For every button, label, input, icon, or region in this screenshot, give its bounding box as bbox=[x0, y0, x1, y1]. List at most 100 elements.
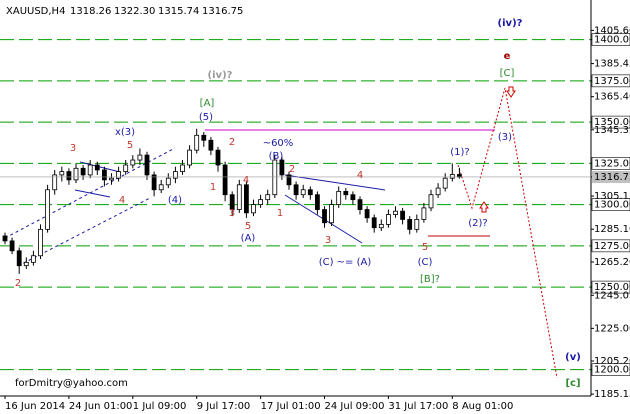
wave-label: 5 bbox=[245, 221, 251, 232]
candle-body bbox=[137, 154, 143, 161]
candle-body bbox=[16, 250, 22, 267]
x-tick-label: 9 Jul 17:00 bbox=[197, 401, 251, 412]
trend-line bbox=[79, 161, 121, 173]
candle-body bbox=[329, 204, 335, 224]
candle-body bbox=[456, 174, 462, 178]
candle-body bbox=[229, 194, 235, 210]
candle-body bbox=[80, 167, 86, 176]
candle-body bbox=[286, 174, 292, 186]
candle-body bbox=[187, 149, 193, 166]
wave-label: (2)? bbox=[468, 218, 487, 229]
candle-body bbox=[172, 171, 178, 179]
candle-body bbox=[414, 219, 420, 230]
wave-label: 1 bbox=[277, 208, 283, 219]
y-tick-label: 1275.00 bbox=[594, 241, 630, 252]
candle-body bbox=[123, 164, 129, 172]
ohlc-value: 1315.74 bbox=[158, 6, 199, 17]
candle-body bbox=[201, 134, 207, 141]
level-box bbox=[591, 157, 630, 170]
candles bbox=[2, 128, 462, 274]
wave-label: (iv)? bbox=[498, 18, 523, 29]
candle-body bbox=[407, 219, 413, 230]
level-box bbox=[591, 115, 630, 129]
candle-body bbox=[272, 159, 278, 196]
level-box bbox=[591, 280, 630, 294]
candle-body bbox=[378, 223, 384, 229]
candle-body bbox=[322, 209, 327, 224]
wave-label: 5 bbox=[127, 140, 133, 151]
y-tick-label: 1350.00 bbox=[594, 117, 630, 128]
wave-label: 2 bbox=[229, 137, 235, 148]
wave-label: (A) bbox=[241, 233, 256, 244]
x-tick-label: 1 Jul 09:00 bbox=[133, 401, 187, 412]
candle-body bbox=[194, 134, 200, 151]
candle-body bbox=[116, 171, 121, 179]
y-tick-label: 1205.20 bbox=[594, 356, 630, 367]
candle-body bbox=[343, 190, 349, 196]
candle-body bbox=[151, 174, 157, 191]
candle-body bbox=[38, 228, 43, 257]
candle-body bbox=[435, 187, 441, 196]
candle-body bbox=[314, 194, 320, 210]
y-tick-label: 1345.35 bbox=[594, 125, 630, 136]
trend-line bbox=[74, 189, 111, 198]
candle-body bbox=[87, 164, 93, 176]
candle-body bbox=[9, 240, 15, 252]
wave-label: (5) bbox=[199, 112, 213, 123]
x-tick-label: 24 Jul 09:00 bbox=[325, 401, 385, 412]
wave-label: 3 bbox=[70, 143, 76, 154]
candle-body bbox=[45, 189, 50, 230]
level-box bbox=[591, 198, 630, 211]
wave-label: (v) bbox=[565, 352, 581, 363]
y-tick-label: 1325.00 bbox=[594, 158, 630, 169]
candle-body bbox=[265, 194, 271, 201]
y-tick-label: 1385.45 bbox=[594, 59, 630, 70]
level-box bbox=[591, 33, 630, 46]
wave-label: (3) bbox=[498, 132, 512, 143]
wave-label: 4 bbox=[119, 195, 125, 206]
candle-body bbox=[350, 194, 356, 201]
y-tick-label: 1285.10 bbox=[594, 224, 630, 235]
candle-body bbox=[144, 154, 150, 176]
candle-body bbox=[236, 184, 242, 210]
wave-label: 4 bbox=[357, 170, 363, 181]
wave-label: (1)? bbox=[450, 147, 469, 158]
y-tick-label: 1200.00 bbox=[594, 365, 630, 376]
y-tick-label: 1375.00 bbox=[594, 76, 630, 87]
level-box bbox=[591, 74, 630, 88]
x-tick-label: 8 Aug 01:00 bbox=[452, 401, 513, 412]
levels bbox=[0, 39, 591, 371]
candle-body bbox=[130, 159, 136, 166]
candle-body bbox=[251, 204, 256, 214]
wave-label: [A] bbox=[200, 98, 215, 109]
candle-body bbox=[165, 177, 171, 186]
candle-body bbox=[307, 189, 313, 196]
watermark: forDmitry@yahoo.com bbox=[15, 378, 128, 389]
candle-body bbox=[393, 210, 398, 215]
wave-label: 2 bbox=[15, 278, 21, 289]
candle-body bbox=[258, 199, 264, 205]
level-box bbox=[591, 363, 630, 376]
candle-body bbox=[102, 169, 107, 181]
y-tick-label: 1300.00 bbox=[594, 200, 630, 211]
chart-title: XAUUSD,H4 bbox=[6, 6, 65, 17]
wave-label: (4) bbox=[168, 195, 182, 206]
candle-body bbox=[52, 174, 58, 191]
y-tick-label: 1265.20 bbox=[594, 257, 630, 268]
wave-label: (C) ~= (A) bbox=[319, 257, 372, 268]
wave-label: ~60% bbox=[263, 138, 294, 149]
candle-body bbox=[222, 164, 228, 196]
candle-body bbox=[385, 214, 391, 225]
wave-label: [B]? bbox=[420, 274, 440, 285]
ohlc-value: 1316.75 bbox=[202, 6, 243, 17]
x-tick-label: 31 Jul 17:00 bbox=[388, 401, 448, 412]
y-tick-label: 1400.00 bbox=[594, 35, 630, 46]
candle-body bbox=[364, 209, 370, 219]
candle-body bbox=[158, 184, 164, 191]
candle-body bbox=[371, 217, 377, 229]
candle-body bbox=[243, 184, 249, 214]
candle-body bbox=[30, 255, 36, 263]
candle-body bbox=[449, 174, 455, 179]
y-tick-label: 1365.40 bbox=[594, 92, 630, 103]
